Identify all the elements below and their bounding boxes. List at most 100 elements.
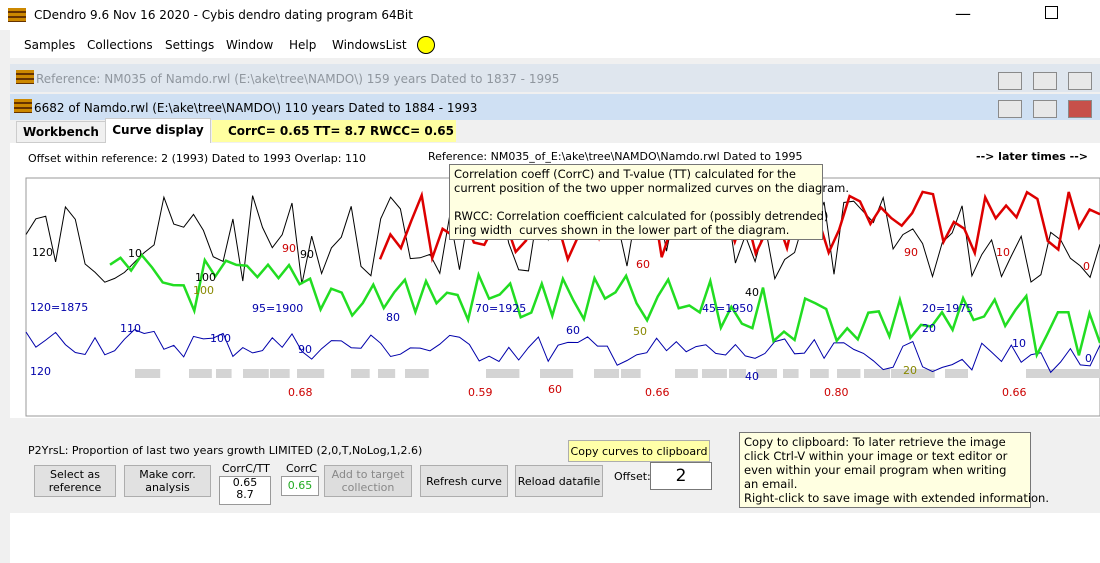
close[interactable] [1068, 100, 1092, 118]
menu-item[interactable]: Samples [24, 38, 76, 52]
block [135, 369, 161, 378]
menu-item[interactable]: WindowsList [332, 38, 407, 52]
curve-label: 50 [633, 325, 647, 338]
curve-label: 60 [566, 324, 580, 337]
menu-item[interactable]: Window [226, 38, 274, 52]
button[interactable]: Make corr. analysis [124, 465, 211, 497]
curve-label: 45=1950 [702, 302, 753, 315]
curve-label: 110 [120, 322, 141, 335]
block [837, 369, 861, 378]
minimize[interactable] [998, 100, 1022, 118]
curve-label: 80 [386, 311, 400, 324]
block [675, 369, 698, 378]
maximize[interactable] [1045, 6, 1058, 19]
curve-label: 0 [1083, 260, 1090, 273]
curve-label: 20=1975 [922, 302, 973, 315]
restore[interactable] [1033, 100, 1057, 118]
label: CorrC/TT [222, 462, 270, 475]
curve-label: 120 [32, 246, 53, 259]
curve-label: 90 [282, 242, 296, 255]
offset-info: Offset within reference: 2 (1993) Dated … [28, 152, 366, 165]
block [270, 369, 290, 378]
sample-titlebar: 6682 of Namdo.rwl (E:\ake\tree\NAMDO\) 1… [10, 94, 1100, 120]
icon [16, 70, 34, 84]
block [297, 369, 325, 378]
curve-label: 0 [1085, 352, 1092, 365]
curve-label: 10 [996, 246, 1010, 259]
block [945, 369, 969, 378]
button[interactable]: Reload datafile [515, 465, 603, 497]
corrtt-box: 0.65 8.7 [219, 476, 271, 505]
curve-label: 40 [745, 370, 759, 383]
menu-item[interactable]: Settings [165, 38, 215, 52]
tooltip-line: ring width curves shown in the lower par… [454, 223, 790, 237]
block [918, 369, 935, 378]
block [810, 369, 829, 378]
tab[interactable]: Workbench [16, 121, 106, 143]
tooltip-line: current position of the two upper normal… [454, 181, 849, 195]
copy-button[interactable]: Copy curves to clipboard [568, 440, 710, 462]
block [891, 369, 921, 378]
menu-item[interactable]: Help [289, 38, 317, 52]
tooltip-line: RWCC: Correlation coefficient calculated… [454, 209, 829, 223]
close[interactable] [1068, 72, 1092, 90]
curve [25, 329, 1100, 374]
minimize[interactable]: — [955, 4, 971, 23]
curve-label: 20 [922, 322, 936, 335]
curve-label: 0.66 [1002, 386, 1027, 399]
block [216, 369, 232, 378]
value: 0.65 [232, 476, 258, 489]
reference-title: Reference: NM035 of Namdo.rwl (E:\ake\tr… [36, 72, 560, 86]
reference-titlebar: Reference: NM035 of Namdo.rwl (E:\ake\tr… [10, 64, 1100, 92]
curve-label: 100 [195, 271, 216, 284]
block [702, 369, 727, 378]
button[interactable]: Refresh curve [420, 465, 508, 497]
block [621, 369, 641, 378]
curve-label: 95=1900 [252, 302, 303, 315]
stats: CorrC= 0.65 TT= 8.7 RWCC= 0.65 [212, 120, 456, 142]
tab-active[interactable]: Curve display [105, 118, 211, 143]
curve-label: 10 [1012, 337, 1026, 350]
block [1080, 369, 1100, 378]
block [729, 369, 747, 378]
restore[interactable] [1033, 72, 1057, 90]
block [486, 369, 520, 378]
block [1053, 369, 1087, 378]
curve-label: 20 [903, 364, 917, 377]
offset-box[interactable]: 2 [650, 462, 712, 490]
curve-label: 0.66 [645, 386, 670, 399]
tooltip: Copy to clipboard: To later retrieve the… [739, 432, 1049, 508]
block [864, 369, 891, 378]
tooltip-line: Copy to clipboard: To later retrieve the… [744, 435, 1006, 449]
label: CorrC [286, 462, 317, 475]
method: P2YrsL: Proportion of last two years gro… [28, 444, 423, 457]
icon[interactable] [417, 36, 435, 54]
tooltip-line: Correlation coeff (CorrC) and T-value (T… [454, 167, 797, 181]
block [1026, 369, 1054, 378]
block [783, 369, 799, 378]
button[interactable]: Select as reference [34, 465, 116, 497]
curve-label: 60 [636, 258, 650, 271]
curve-label: 40 [745, 286, 759, 299]
reference-info: Reference: NM035_of_E:\ake\tree\NAMDO\Na… [428, 150, 803, 163]
curve-label: 70=1925 [475, 302, 526, 315]
block [405, 369, 429, 378]
tooltip-line: an email. [744, 477, 798, 491]
menu-item[interactable]: Collections [87, 38, 153, 52]
tooltip-line: Right-click to save image with extended … [744, 491, 1049, 505]
value: 8.7 [236, 488, 254, 501]
label: Offset: [614, 470, 651, 483]
title-bar [0, 0, 1100, 30]
minimize[interactable] [998, 72, 1022, 90]
block [378, 369, 396, 378]
tooltip-line: even within your email program when writ… [744, 463, 1007, 477]
curve-label: 100 [193, 284, 214, 297]
curve-label: 90 [298, 343, 312, 356]
icon [14, 99, 32, 113]
curve-label: 90 [904, 246, 918, 259]
sample-title: 6682 of Namdo.rwl (E:\ake\tree\NAMDO\) 1… [34, 101, 478, 115]
tooltip-line: click Ctrl-V within your image or text e… [744, 449, 1008, 463]
curve-label: 90 [300, 248, 314, 261]
